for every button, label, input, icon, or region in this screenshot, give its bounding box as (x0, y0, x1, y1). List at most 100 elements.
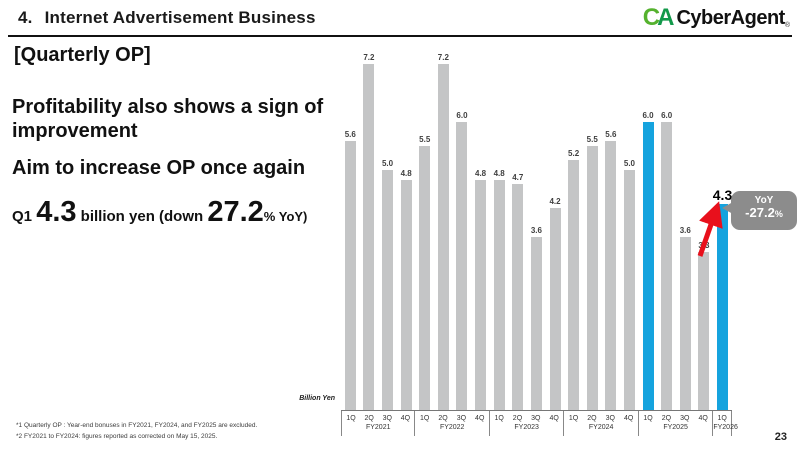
bar-slot: 6.0 (639, 111, 658, 410)
quarter-label: 2Q (587, 415, 597, 422)
quarter-label: 4Q (400, 415, 411, 422)
bar (493, 179, 505, 410)
bar-slot: 5.6 (341, 130, 360, 410)
bar-slot: 4.2 (546, 197, 565, 410)
bar-slot: 5.0 (378, 159, 397, 410)
q1-value: 4.3 (36, 196, 77, 228)
axis-fy-group: 1Q 2Q 3Q 4Q FY2023 (490, 411, 565, 436)
quarter-label: 2Q (438, 415, 448, 422)
bar-value-label: 5.6 (605, 130, 617, 140)
bar-slot: 5.5 (583, 135, 602, 410)
axis-fy-group: 1Q 2Q 3Q 4Q FY2021 (341, 411, 416, 436)
page-title: 4. Internet Advertisement Business (18, 8, 316, 28)
message-improvement-line1: Profitability also shows a sign of (12, 96, 324, 118)
quarter-label: 1Q (568, 415, 579, 422)
bar-value-label: 5.0 (623, 159, 635, 168)
bar-slot: 5.0 (620, 159, 639, 410)
bar-slot: 5.6 (602, 130, 621, 410)
bar (698, 251, 710, 410)
bar-slot: 4.8 (471, 169, 490, 410)
section-title: Internet Advertisement Business (44, 8, 316, 27)
quarter-label: 3Q (456, 415, 467, 422)
bar-value-label: 5.2 (568, 149, 580, 159)
bar-value-label: 6.0 (661, 111, 673, 120)
bar-value-label: 7.2 (437, 53, 449, 63)
quarter-label: 2Q (364, 415, 374, 422)
bar-value-label: 5.5 (419, 135, 431, 144)
bar (419, 146, 431, 410)
bar-value-label: 4.3 (712, 186, 733, 203)
bar (400, 179, 412, 410)
cyberagent-logo: CA CyberAgent ® (643, 4, 790, 32)
q1-pct-value: 27.2 (207, 196, 264, 228)
bar-slot: 7.2 (360, 53, 379, 410)
axis-fy-group: 1Q 2Q 3Q 4Q FY2025 (639, 411, 714, 436)
bar-slot: 4.8 (397, 169, 416, 410)
bar (512, 184, 524, 410)
bar (679, 237, 691, 410)
callout-tail-icon (722, 202, 733, 214)
quarter-label: 2Q (512, 415, 523, 422)
bar (382, 170, 394, 410)
bar-value-label: 3.3 (698, 240, 710, 250)
bar-value-label: 4.7 (512, 173, 524, 183)
bar-value-label: 7.2 (363, 53, 375, 63)
chart-bars-area: Billion Yen YoY -27.2% 5.6 7.2 5.0 4.8 5.5 7.… (299, 48, 797, 410)
bar-value-label: 3.6 (679, 226, 691, 236)
logo-wordmark: CyberAgent (676, 6, 785, 29)
quarterly-op-chart: Billion Yen YoY -27.2% 5.6 7.2 5.0 4.8 5.5 7.… (299, 48, 797, 436)
bar-slot: 6.0 (657, 111, 676, 410)
message-improvement-line2: improvement (12, 119, 138, 142)
quarter-label: 3Q (680, 415, 690, 422)
axis-fy-group: 1Q 2Q 3Q 4Q FY2024 (564, 411, 639, 436)
bar-value-label: 4.8 (475, 168, 487, 178)
fiscal-year-label: FY2025 (663, 424, 688, 431)
message-increase-op: Aim to increase OP once again (12, 157, 306, 179)
callout-yoy-label: YoY (754, 195, 774, 206)
quarter-label: 1Q (643, 415, 653, 422)
quarter-label: 3Q (382, 415, 392, 422)
chart-x-axis: 1Q 2Q 3Q 4Q FY2021 1Q 2Q 3Q 4Q FY2022 1Q 2Q 3Q 4Q FY20… (341, 410, 738, 436)
bar-slot: 5.5 (415, 135, 434, 410)
q1-suffix: % YoY) (263, 209, 308, 224)
yoy-callout: YoY -27.2% (722, 191, 797, 230)
y-axis-unit-label: Billion Yen (299, 395, 335, 402)
bar-slot: 4.7 (508, 173, 527, 410)
bar-value-label: 3.6 (530, 226, 542, 236)
axis-fy-group: 1Q 2Q 3Q 4Q FY2022 (415, 411, 490, 436)
quarter-label: 3Q (605, 415, 615, 422)
bar-value-label: 5.6 (344, 130, 356, 140)
bar-slot: 4.3 (713, 187, 732, 410)
bar-value-label: 6.0 (456, 111, 468, 120)
message-improvement: Profitability also shows a sign of impro… (12, 96, 323, 143)
quarter-label: 1Q (419, 415, 430, 422)
bar-slot: 7.2 (434, 53, 453, 410)
bar (586, 146, 598, 410)
fiscal-year-label: FY2022 (439, 424, 465, 431)
section-number: 4. (18, 8, 33, 27)
fiscal-year-label: FY2024 (588, 424, 614, 431)
bar (530, 237, 542, 410)
registered-mark: ® (784, 22, 790, 29)
bar-slot: 3.6 (676, 226, 695, 410)
q1-highlight-line: Q1 4.3 billion yen (down 27.2 % YoY) (12, 196, 307, 229)
footnote-2: *2 FY2021 to FY2024: figures reported as… (16, 432, 218, 440)
quarter-label: 1Q (494, 415, 504, 422)
q1-prefix: Q1 (12, 208, 37, 225)
footnotes: *1 Quarterly OP : Year-end bonuses in FY… (16, 420, 257, 442)
callout-yoy-value: -27.2% (745, 205, 783, 220)
bar-value-label: 5.5 (586, 135, 598, 144)
page-number: 23 (774, 431, 787, 443)
bar (549, 208, 561, 410)
bar-slot: 3.6 (527, 226, 546, 410)
bar (568, 160, 580, 410)
fiscal-year-label: FY2021 (365, 424, 391, 431)
quarter-label: 4Q (623, 415, 634, 422)
bar-slot: 5.2 (564, 149, 583, 410)
bar-slot: 6.0 (453, 111, 472, 410)
quarter-label: 1Q (717, 415, 727, 422)
quarterly-op-label: [Quarterly OP] (14, 44, 151, 66)
bar (475, 179, 487, 410)
bar-value-label: 6.0 (642, 111, 654, 120)
